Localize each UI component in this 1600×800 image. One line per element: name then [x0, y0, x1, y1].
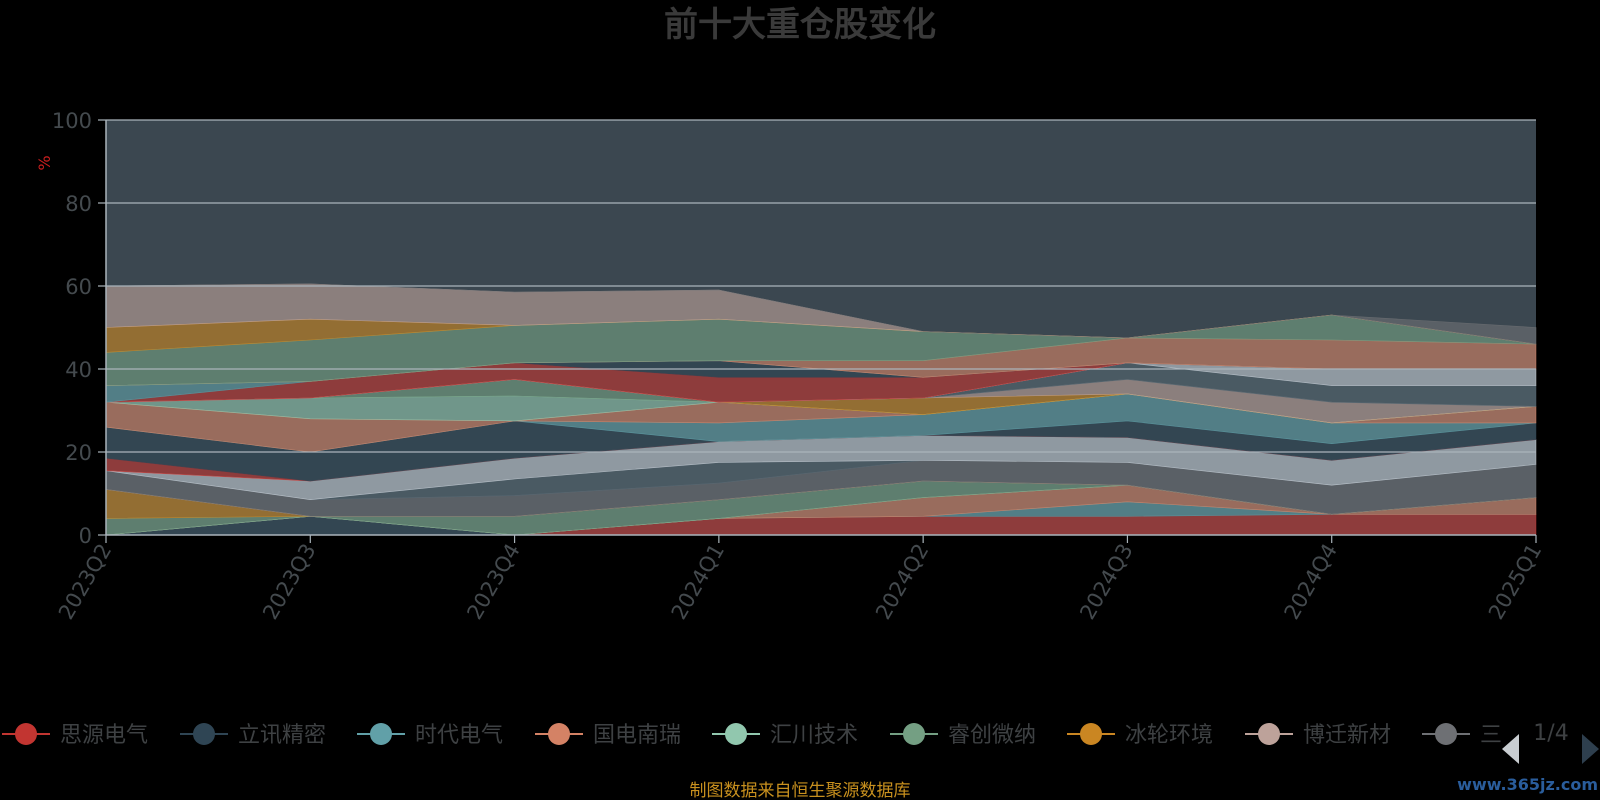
legend-item[interactable]: 博迁新材	[1245, 723, 1391, 748]
legend-item[interactable]: 睿创微纳	[890, 723, 1036, 748]
legend-label: 睿创微纳	[948, 723, 1036, 748]
gridlines	[106, 119, 1536, 453]
x-tick-label: 2025Q1	[1484, 540, 1546, 624]
x-tick-label: 2023Q4	[462, 540, 524, 624]
x-tick-label: 2024Q4	[1280, 540, 1342, 624]
legend-label: 思源电气	[60, 723, 148, 748]
legend-label: 时代电气	[415, 723, 503, 748]
legend-page-indicator: 1/4	[1533, 721, 1568, 746]
y-tick-label: 60	[65, 275, 92, 299]
y-tick-label: 0	[79, 524, 92, 548]
legend-circle-icon	[548, 723, 570, 745]
legend-circle-icon	[15, 723, 37, 745]
legend-item[interactable]: 时代电气	[357, 723, 503, 748]
area-series-30	[105, 283, 1537, 345]
x-tick-label: 2024Q3	[1075, 540, 1137, 624]
triangle-right-icon[interactable]	[1582, 734, 1599, 764]
legend-item[interactable]: 冰轮环境	[1067, 723, 1213, 748]
watermark: www.365jz.com	[1457, 775, 1598, 794]
y-tick-label: 100	[52, 109, 92, 133]
y-axis-unit: %	[35, 155, 54, 170]
legend-label: 立讯精密	[238, 723, 326, 748]
x-tick-label: 2024Q2	[871, 540, 933, 624]
legend-circle-icon	[193, 723, 215, 745]
area-series-group	[105, 283, 1537, 536]
legend-label: 汇川技术	[770, 723, 858, 748]
triangle-left-icon[interactable]	[1502, 734, 1519, 764]
legend-circle-icon	[725, 723, 747, 745]
legend-label: 博迁新材	[1303, 723, 1391, 748]
y-axis-ticks: 0 20 40 60 80 100	[52, 109, 106, 548]
y-tick-label: 80	[65, 192, 92, 216]
legend-item[interactable]: 汇川技术	[712, 723, 858, 748]
legend-circle-icon	[370, 723, 392, 745]
y-tick-label: 20	[65, 441, 92, 465]
x-tick-label: 2023Q3	[258, 540, 320, 624]
x-axis-ticks: 2023Q2 2023Q3 2023Q4 2024Q1 2024Q2 2024Q3 2024…	[54, 535, 1546, 624]
legend-circle-icon	[1258, 723, 1280, 745]
legend-label: 三	[1480, 723, 1502, 748]
legend-item[interactable]: 三	[1422, 723, 1502, 748]
legend-label: 国电南瑞	[593, 723, 681, 748]
legend-label: 冰轮环境	[1125, 723, 1213, 748]
legend-item[interactable]: 思源电气	[2, 723, 148, 748]
legend: 思源电气 立讯精密 时代电气 国电南瑞 汇川技术 睿创微纳 冰轮环境 博迁新材 三	[2, 723, 1502, 748]
legend-item[interactable]: 国电南瑞	[535, 723, 681, 748]
legend-circle-icon	[1435, 723, 1457, 745]
x-tick-label: 2024Q1	[667, 540, 729, 624]
data-source-note: 制图数据来自恒生聚源数据库	[690, 781, 911, 800]
x-tick-label: 2023Q2	[54, 540, 116, 624]
legend-circle-icon	[903, 723, 925, 745]
y-tick-label: 40	[65, 358, 92, 382]
legend-pager: 1/4	[1502, 721, 1599, 764]
legend-circle-icon	[1080, 723, 1102, 745]
chart-title: 前十大重仓股变化	[664, 5, 936, 45]
legend-item[interactable]: 立讯精密	[180, 723, 326, 748]
